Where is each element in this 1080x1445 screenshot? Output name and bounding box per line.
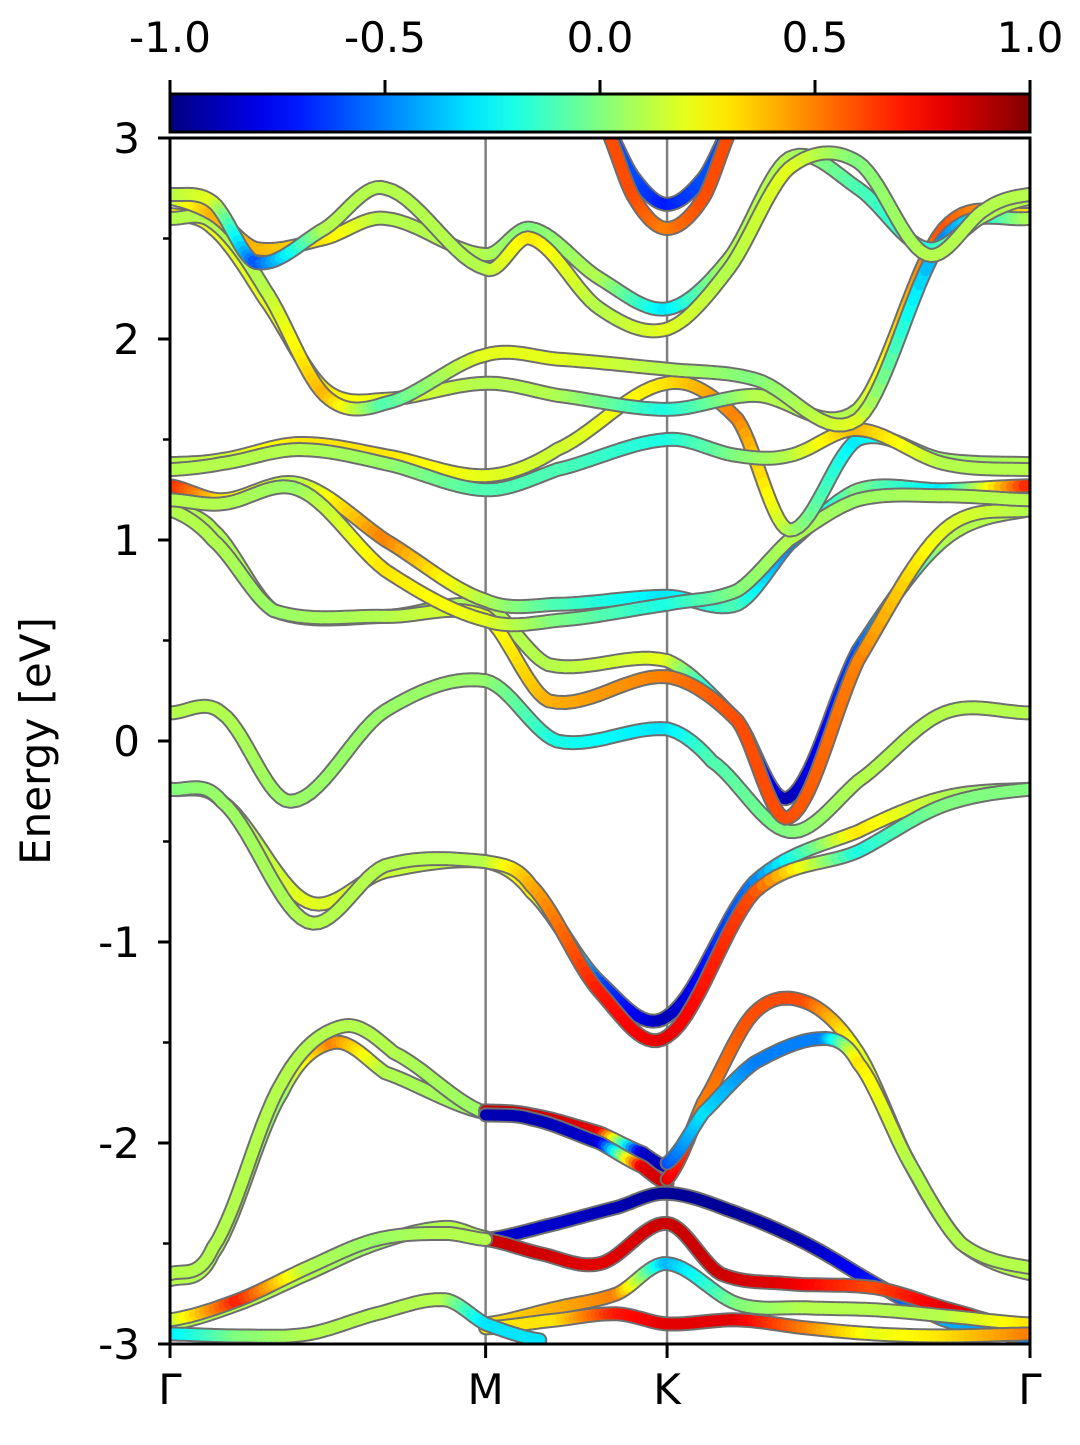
colorbar-tick-label: -1.0 bbox=[129, 13, 211, 62]
plot-area: -3 -2 -1 0 1 2 3 Γ M K Γ bbox=[98, 114, 1042, 1414]
y-tick-label: -3 bbox=[98, 1320, 140, 1369]
band-2 bbox=[170, 788, 1030, 1041]
colorbar-ticks: -1.0 -0.5 0.0 0.5 1.0 bbox=[129, 13, 1063, 94]
kpoint-label: M bbox=[467, 1365, 503, 1414]
y-axis-ticks: -3 -2 -1 0 1 2 3 bbox=[98, 114, 170, 1369]
kpoint-label: Γ bbox=[158, 1365, 182, 1414]
colorbar-tick-label: 0.5 bbox=[782, 13, 849, 62]
colorbar: -1.0 -0.5 0.0 0.5 1.0 bbox=[129, 13, 1063, 132]
kpoint-label: Γ bbox=[1018, 1365, 1042, 1414]
y-tick-label: 2 bbox=[113, 315, 140, 364]
band-4 bbox=[170, 510, 1030, 799]
band-outline bbox=[170, 510, 1030, 799]
colorbar-gradient bbox=[170, 94, 1030, 132]
colorbar-tick-label: 1.0 bbox=[997, 13, 1064, 62]
band-15 bbox=[600, 118, 738, 229]
kpoint-label: K bbox=[653, 1365, 682, 1414]
y-tick-label: -1 bbox=[98, 918, 140, 967]
y-tick-label: 0 bbox=[113, 717, 140, 766]
colorbar-tick-label: -0.5 bbox=[344, 13, 426, 62]
y-axis-label: Energy [eV] bbox=[11, 617, 60, 865]
y-tick-label: 3 bbox=[113, 114, 140, 163]
band-segment bbox=[536, 1339, 540, 1340]
bands-layer bbox=[170, 118, 1030, 1340]
colorbar-tick-label: 0.0 bbox=[567, 13, 634, 62]
y-tick-label: 1 bbox=[113, 516, 140, 565]
y-tick-label: -2 bbox=[98, 1119, 140, 1168]
